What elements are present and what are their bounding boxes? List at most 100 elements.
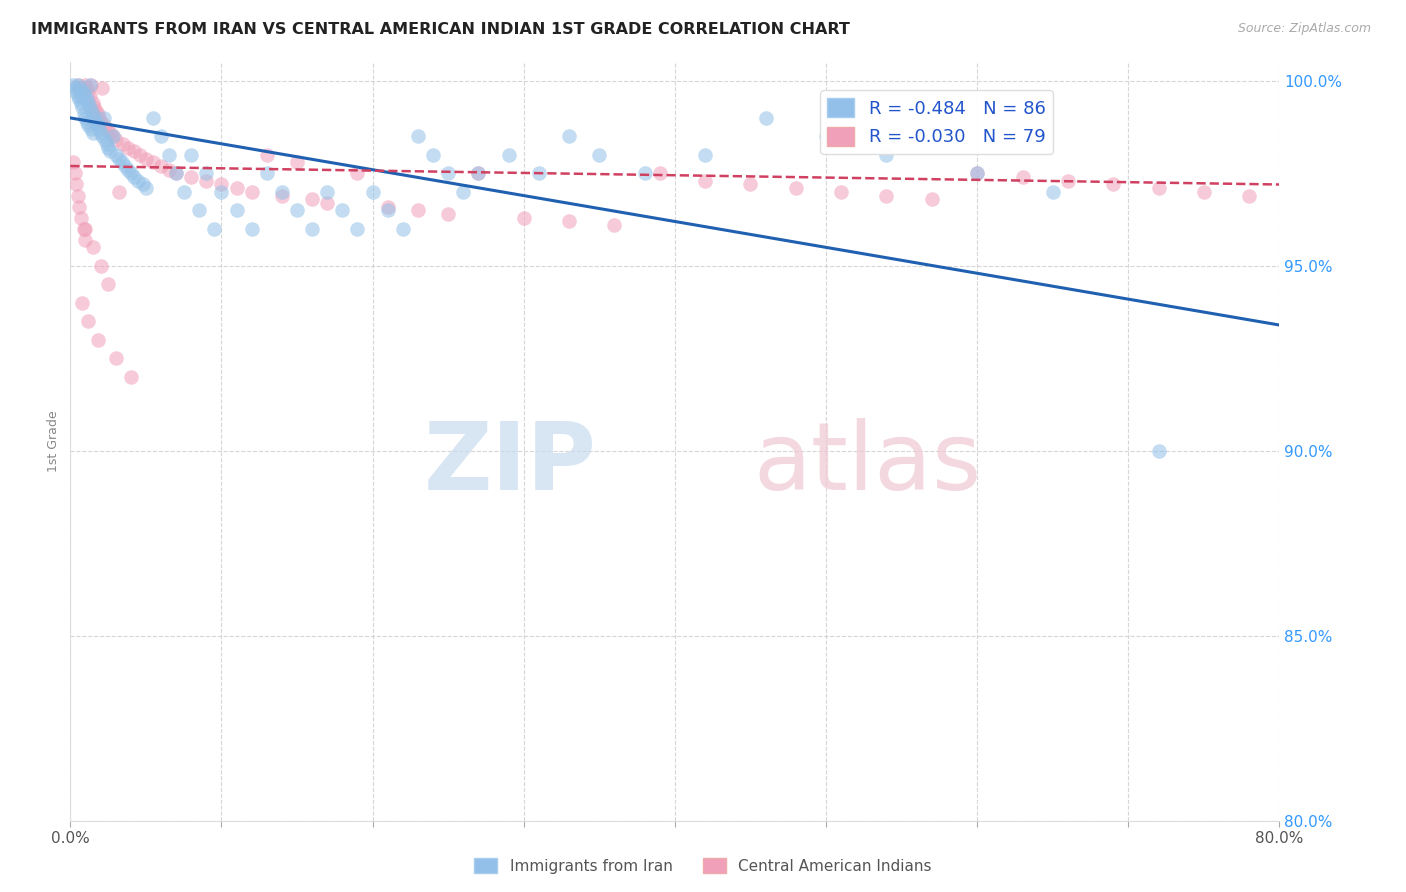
Point (122, 145, 145, 159)
Point (1192, 185, 1215, 199)
Point (180, 170, 202, 185)
Point (83, 100, 105, 114)
Point (96, 122, 118, 136)
Point (79, 88, 101, 103)
Point (142, 155, 165, 169)
Point (122, 170, 145, 185)
Point (467, 166, 489, 180)
Point (165, 166, 187, 180)
Point (406, 129, 429, 144)
Text: Source: ZipAtlas.com: Source: ZipAtlas.com (1237, 22, 1371, 36)
Point (377, 203, 399, 218)
Point (75, 222, 97, 236)
Point (211, 185, 233, 199)
Point (195, 174, 218, 188)
Point (111, 155, 134, 169)
Text: atlas: atlas (754, 418, 981, 510)
Point (75, 233, 97, 247)
Point (301, 222, 323, 236)
Point (498, 148, 520, 162)
Point (86, 118, 108, 132)
Point (142, 111, 165, 125)
Point (693, 174, 716, 188)
Point (86, 333, 108, 347)
Legend: R = -0.484   N = 86, R = -0.030   N = 79: R = -0.484 N = 86, R = -0.030 N = 79 (820, 90, 1053, 153)
Point (1239, 188, 1261, 202)
Point (101, 129, 124, 144)
Point (256, 148, 278, 162)
Point (966, 166, 988, 180)
Point (256, 166, 278, 180)
Point (91, 81, 114, 95)
Point (75, 88, 97, 103)
Point (70, 211, 93, 225)
Point (79, 78, 101, 92)
Point (422, 148, 444, 162)
Point (195, 166, 218, 180)
Point (90, 126, 111, 140)
Point (1042, 185, 1064, 199)
Point (648, 166, 671, 180)
Point (361, 185, 384, 199)
Point (80, 103, 103, 118)
Point (72, 100, 94, 114)
Point (785, 181, 807, 195)
Point (67, 92, 90, 106)
Point (107, 185, 129, 199)
Point (66, 88, 89, 103)
Point (67, 81, 90, 95)
Point (76, 114, 98, 128)
Point (316, 196, 339, 211)
Point (80, 78, 103, 92)
Point (285, 203, 308, 218)
Point (966, 166, 988, 180)
Point (180, 148, 202, 162)
Point (558, 129, 581, 144)
Point (72, 85, 94, 99)
Point (62, 155, 84, 169)
Point (346, 222, 368, 236)
Point (76, 92, 98, 106)
Point (82, 107, 104, 121)
Point (467, 166, 489, 180)
Point (453, 185, 475, 199)
Point (93, 111, 115, 125)
Point (240, 222, 263, 236)
Point (66, 188, 89, 202)
Point (72, 88, 94, 103)
Point (921, 192, 943, 206)
Point (165, 166, 187, 180)
Point (72, 296, 94, 310)
Point (225, 203, 247, 218)
Point (96, 136, 118, 151)
Point (90, 114, 111, 128)
Point (157, 148, 180, 162)
Point (79, 100, 101, 114)
Point (90, 259, 111, 273)
Point (406, 203, 429, 218)
Point (211, 178, 233, 192)
Point (240, 185, 263, 199)
Point (70, 85, 93, 99)
Point (391, 222, 415, 236)
Point (84, 114, 107, 128)
Point (830, 185, 852, 199)
Point (98, 126, 121, 140)
Point (86, 107, 108, 121)
Point (66, 78, 89, 92)
Point (94, 133, 117, 147)
Point (815, 129, 838, 144)
Point (1147, 443, 1170, 458)
Point (65, 85, 87, 99)
Point (127, 174, 149, 188)
Point (285, 155, 308, 169)
Point (437, 166, 460, 180)
Point (150, 129, 172, 144)
Legend: Immigrants from Iran, Central American Indians: Immigrants from Iran, Central American I… (468, 852, 938, 880)
Point (93, 118, 115, 132)
Point (135, 152, 157, 166)
Point (84, 103, 107, 118)
Point (67, 200, 90, 214)
Point (128, 148, 150, 162)
Point (754, 111, 776, 125)
